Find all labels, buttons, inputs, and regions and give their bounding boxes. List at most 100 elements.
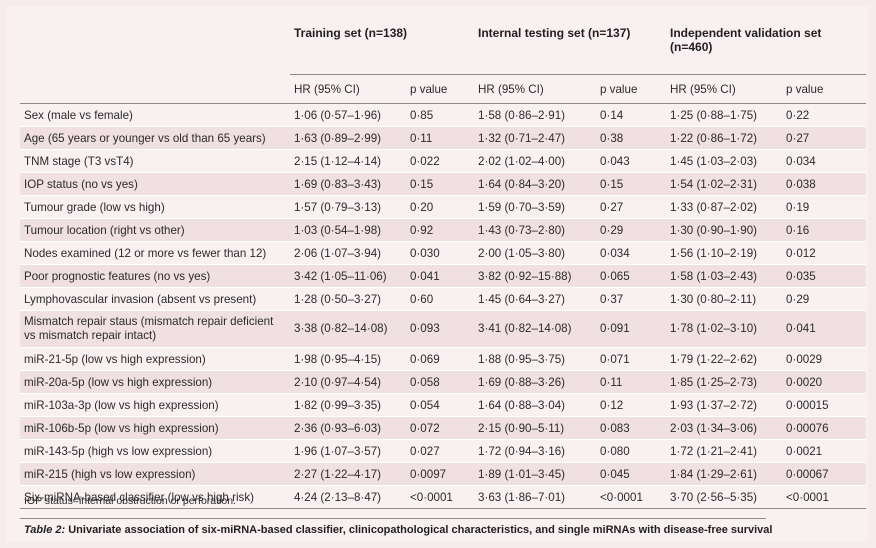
hr-ci-cell: 1·54 (1·02–2·31): [666, 172, 783, 196]
caption-divider: [20, 518, 766, 519]
hr-ci-cell: 1·22 (0·86–1·72): [666, 126, 783, 150]
hr-ci-cell: 1·58 (1·03–2·43): [666, 264, 783, 288]
row-label: IOP status (no vs yes): [20, 172, 290, 196]
p-value-cell: 0·92: [406, 218, 475, 242]
hr-ci-cell: 2·27 (1·22–4·17): [290, 462, 406, 486]
p-value-cell: 0·080: [596, 439, 667, 463]
p-value-cell: 0·37: [596, 287, 667, 311]
subheader-hr: HR (95% CI): [290, 74, 406, 104]
table-row: Sex (male vs female) 1·06 (0·57–1·96) 0·85…: [20, 103, 867, 127]
table-row: Tumour location (right vs other) 1·03 (0·…: [20, 218, 867, 242]
p-value-cell: 0·00067: [782, 462, 867, 486]
hr-ci-cell: 2·15 (0·90–5·11): [474, 416, 597, 440]
p-value-cell: 0·045: [596, 462, 667, 486]
hr-ci-cell: 1·63 (0·89–2·99): [290, 126, 406, 150]
row-label: Sex (male vs female): [20, 103, 290, 127]
hr-ci-cell: 1·72 (0·94–3·16): [474, 439, 597, 463]
hr-ci-cell: 1·69 (0·83–3·43): [290, 172, 406, 196]
table-row: miR-143-5p (high vs low expression) 1·96 …: [20, 439, 867, 463]
table-row: Poor prognostic features (no vs yes) 3·42…: [20, 264, 867, 288]
hr-ci-cell: 1·57 (0·79–3·13): [290, 195, 406, 219]
row-label: Lymphovascular invasion (absent vs prese…: [20, 287, 290, 311]
hr-ci-cell: 3·70 (2·56–5·35): [666, 485, 783, 509]
p-value-cell: 0·15: [406, 172, 475, 196]
row-label: Age (65 years or younger vs old than 65 …: [20, 126, 290, 150]
p-value-cell: 0·22: [782, 103, 867, 127]
table-row: TNM stage (T3 vsT4) 2·15 (1·12–4·14) 0·022…: [20, 149, 867, 173]
subheader-hr: HR (95% CI): [666, 74, 783, 104]
table-row: Lymphovascular invasion (absent vs prese…: [20, 287, 867, 311]
hr-ci-cell: 1·25 (0·88–1·75): [666, 103, 783, 127]
p-value-cell: 0·058: [406, 370, 475, 394]
hr-ci-cell: 1·30 (0·80–2·11): [666, 287, 783, 311]
p-value-cell: <0·0001: [406, 485, 475, 509]
table-row: Mismatch repair staus (mismatch repair d…: [20, 310, 867, 348]
p-value-cell: 0·069: [406, 347, 475, 371]
hr-ci-cell: 4·24 (2·13–8·47): [290, 485, 406, 509]
p-value-cell: 0·0021: [782, 439, 867, 463]
subheader-p: p value: [782, 74, 867, 104]
p-value-cell: 0·072: [406, 416, 475, 440]
p-value-cell: 0·034: [782, 149, 867, 173]
hr-ci-cell: 2·15 (1·12–4·14): [290, 149, 406, 173]
table-row: miR-20a-5p (low vs high expression) 2·10 …: [20, 370, 867, 394]
table-row: Age (65 years or younger vs old than 65 …: [20, 126, 867, 150]
p-value-cell: 0·012: [782, 241, 867, 265]
p-value-cell: 0·022: [406, 149, 475, 173]
row-label: miR-21-5p (low vs high expression): [20, 347, 290, 371]
table-row: miR-106b-5p (low vs high expression) 2·36…: [20, 416, 867, 440]
p-value-cell: 0·030: [406, 241, 475, 265]
p-value-cell: 0·00076: [782, 416, 867, 440]
hr-ci-cell: 1·82 (0·99–3·35): [290, 393, 406, 417]
row-label-header: [20, 16, 290, 75]
hr-ci-cell: 1·72 (1·21–2·41): [666, 439, 783, 463]
hr-ci-cell: 3·41 (0·82–14·08): [474, 310, 597, 348]
p-value-cell: 0·60: [406, 287, 475, 311]
table-row: Six-miRNA-based classifier (low vs high …: [20, 485, 867, 509]
hr-ci-cell: 1·45 (1·03–2·03): [666, 149, 783, 173]
p-value-cell: 0·12: [596, 393, 667, 417]
p-value-cell: 0·00015: [782, 393, 867, 417]
row-label: Tumour grade (low vs high): [20, 195, 290, 219]
table-row: Nodes examined (12 or more vs fewer than…: [20, 241, 867, 265]
p-value-cell: 0·27: [782, 126, 867, 150]
p-value-cell: 0·29: [596, 218, 667, 242]
table-row: miR-215 (high vs low expression) 2·27 (1·…: [20, 462, 867, 486]
hr-ci-cell: 1·69 (0·88–3·26): [474, 370, 597, 394]
hr-ci-cell: 3·42 (1·05–11·06): [290, 264, 406, 288]
hr-ci-cell: 1·56 (1·10–2·19): [666, 241, 783, 265]
hr-ci-cell: 1·93 (1·37–2·72): [666, 393, 783, 417]
p-value-cell: <0·0001: [782, 485, 867, 509]
hr-ci-cell: 3·82 (0·92–15·88): [474, 264, 597, 288]
hr-ci-cell: 2·10 (0·97–4·54): [290, 370, 406, 394]
hr-ci-cell: 1·85 (1·25–2·73): [666, 370, 783, 394]
row-label: Poor prognostic features (no vs yes): [20, 264, 290, 288]
p-value-cell: 0·0020: [782, 370, 867, 394]
p-value-cell: 0·027: [406, 439, 475, 463]
p-value-cell: 0·16: [782, 218, 867, 242]
row-label: miR-103a-3p (low vs high expression): [20, 393, 290, 417]
p-value-cell: 0·043: [596, 149, 667, 173]
table-row: IOP status (no vs yes) 1·69 (0·83–3·43) 0·…: [20, 172, 867, 196]
subheader-row: HR (95% CI) p value HR (95% CI) p value …: [20, 74, 867, 104]
table-body: Sex (male vs female) 1·06 (0·57–1·96) 0·85…: [20, 103, 867, 509]
row-label: miR-20a-5p (low vs high expression): [20, 370, 290, 394]
hr-ci-cell: 1·06 (0·57–1·96): [290, 103, 406, 127]
hr-ci-cell: 1·43 (0·73–2·80): [474, 218, 597, 242]
p-value-cell: 0·065: [596, 264, 667, 288]
p-value-cell: 0·27: [596, 195, 667, 219]
p-value-cell: 0·038: [782, 172, 867, 196]
p-value-cell: 0·0029: [782, 347, 867, 371]
p-value-cell: 0·071: [596, 347, 667, 371]
hr-ci-cell: 2·06 (1·07–3·94): [290, 241, 406, 265]
group-header-training: Training set (n=138): [290, 16, 475, 75]
row-label: miR-143-5p (high vs low expression): [20, 439, 290, 463]
hr-ci-cell: 1·45 (0·64–3·27): [474, 287, 597, 311]
hr-ci-cell: 1·88 (0·95–3·75): [474, 347, 597, 371]
p-value-cell: 0·035: [782, 264, 867, 288]
p-value-cell: 0·0097: [406, 462, 475, 486]
hr-ci-cell: 1·58 (0·86–2·91): [474, 103, 597, 127]
hr-ci-cell: 2·00 (1·05–3·80): [474, 241, 597, 265]
p-value-cell: 0·11: [406, 126, 475, 150]
hr-ci-cell: 3·63 (1·86–7·01): [474, 485, 597, 509]
